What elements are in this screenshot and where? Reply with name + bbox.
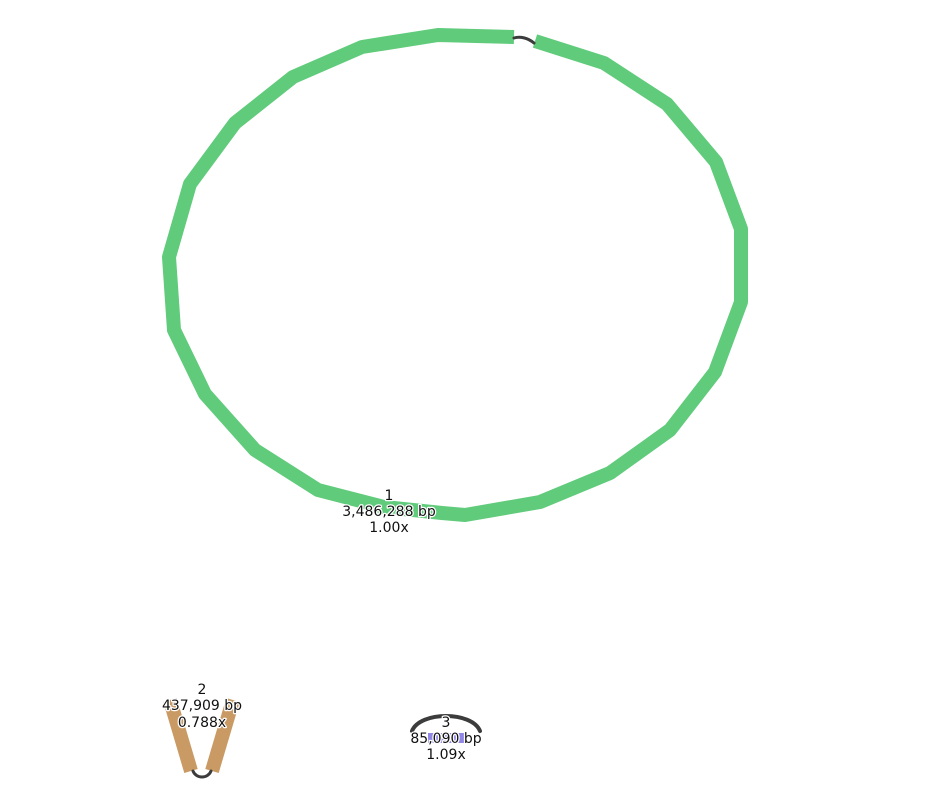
- node-3-id-label: 3: [442, 715, 451, 731]
- node-1-segment[interactable]: [162, 28, 748, 522]
- node-2[interactable]: 2 437,909 bp 0.788x: [161, 681, 243, 779]
- node-1-loop-edge[interactable]: [512, 35, 536, 45]
- node-1-depth-label: 1.00x: [369, 520, 408, 536]
- node-2-id-label: 2: [198, 682, 207, 698]
- node-2-length-label: 437,909 bp: [162, 698, 242, 714]
- node-3-length-label: 85,090 bp: [410, 731, 481, 747]
- node-1[interactable]: 1 3,486,288 bp 1.00x: [162, 28, 748, 537]
- node-3[interactable]: 3 85,090 bp 1.09x: [409, 714, 483, 765]
- node-1-id-label: 1: [385, 488, 394, 504]
- node-2-depth-label: 0.788x: [178, 715, 226, 731]
- node-2-right-segment[interactable]: [205, 698, 240, 773]
- node-1-length-label: 3,486,288 bp: [342, 504, 436, 520]
- node-3-loop-edge[interactable]: [410, 714, 482, 733]
- node-2-loop-edge[interactable]: [191, 769, 213, 779]
- node-3-depth-label: 1.09x: [426, 747, 465, 763]
- node-2-left-segment[interactable]: [163, 698, 198, 773]
